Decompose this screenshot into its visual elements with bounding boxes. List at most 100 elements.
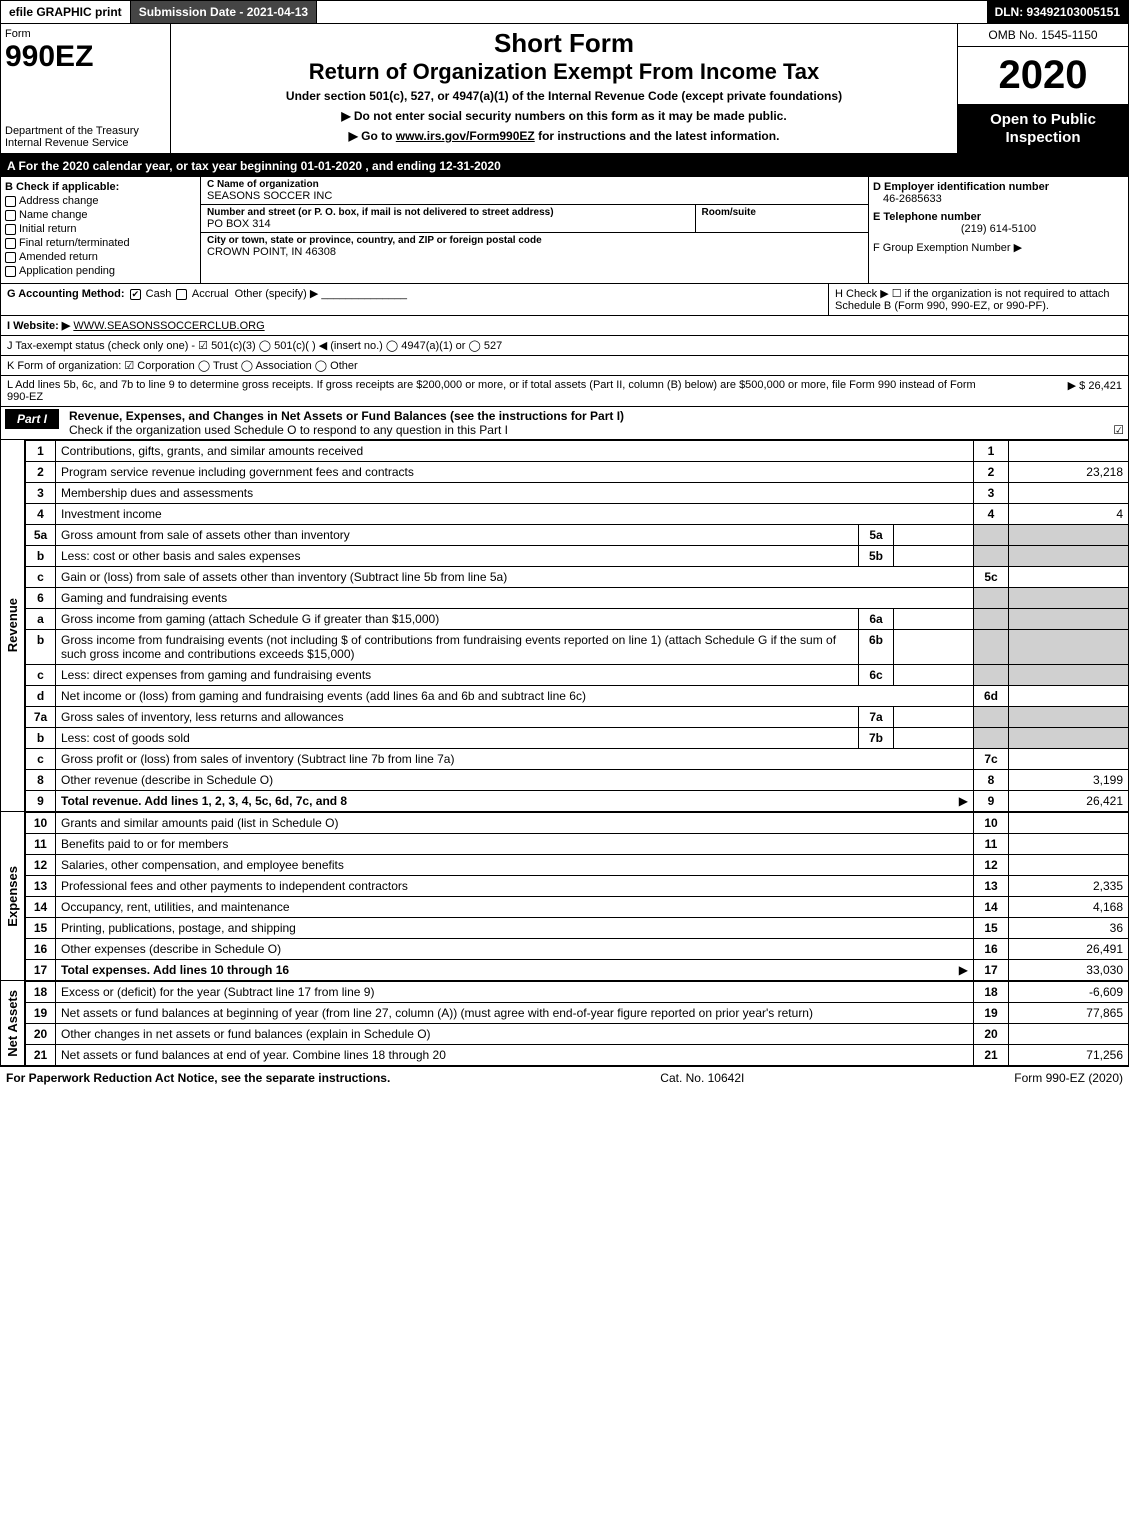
arrow-icon: ▶ [959,963,968,977]
open-inspection: Open to Public Inspection [958,105,1128,153]
opt-name: Name change [5,209,196,221]
row-g: G Accounting Method: Cash Accrual Other … [1,284,828,303]
line-text: Less: cost of goods sold [56,728,859,749]
line-text: Grants and similar amounts paid (list in… [56,813,974,834]
opt-amended: Amended return [5,251,196,263]
line-num: 18 [26,982,56,1003]
row-ref: 9 [974,791,1009,812]
side-text: Revenue [5,598,20,652]
line-num: 1 [26,441,56,462]
opt-label: Initial return [19,223,76,235]
line-num: 21 [26,1045,56,1066]
row-ref: 21 [974,1045,1009,1066]
checkbox-icon[interactable] [5,266,16,277]
line-num: c [26,665,56,686]
row-ref: 11 [974,834,1009,855]
mid-amount [894,546,974,567]
org-name: SEASONS SOCCER INC [207,190,862,202]
line-text: Less: cost or other basis and sales expe… [56,546,859,567]
revenue-side-label: Revenue [1,440,25,812]
checkbox-icon[interactable] [5,196,16,207]
row-ref: 13 [974,876,1009,897]
main-title: Return of Organization Exempt From Incom… [179,59,949,85]
omb-number: OMB No. 1545-1150 [958,24,1128,47]
line-num: 11 [26,834,56,855]
mid-ref: 7b [859,728,894,749]
section-b: B Check if applicable: Address change Na… [1,177,201,283]
short-form-title: Short Form [179,28,949,59]
line-num: 16 [26,939,56,960]
city-label: City or town, state or province, country… [207,235,862,246]
shade [1009,588,1129,609]
opt-initial: Initial return [5,223,196,235]
warn2-pre: ▶ Go to [349,129,396,143]
opt-label: Name change [19,209,88,221]
row-h: H Check ▶ ☐ if the organization is not r… [828,284,1128,315]
tax-year: 2020 [958,47,1128,105]
other-label: Other (specify) ▶ [235,288,319,300]
shade [1009,728,1129,749]
line-text: Gross income from gaming (attach Schedul… [56,609,859,630]
line-text: Contributions, gifts, grants, and simila… [56,441,974,462]
revenue-table: 1Contributions, gifts, grants, and simil… [25,440,1129,812]
row-j: J Tax-exempt status (check only one) - ☑… [0,336,1129,356]
amount [1009,834,1129,855]
header-center: Short Form Return of Organization Exempt… [171,24,958,153]
header-left: Form 990EZ Department of the Treasury In… [1,24,171,153]
line-text: Professional fees and other payments to … [56,876,974,897]
amount: 33,030 [1009,960,1129,981]
checkbox-icon[interactable] [5,238,16,249]
mid-amount [894,630,974,665]
line-num: 3 [26,483,56,504]
line-num: 9 [26,791,56,812]
street-label: Number and street (or P. O. box, if mail… [207,207,689,218]
line-text: Excess or (deficit) for the year (Subtra… [56,982,974,1003]
form-label: Form [5,28,166,40]
part1-label: Part I [5,409,59,429]
checkbox-accrual-icon[interactable] [176,289,187,300]
amount: 4 [1009,504,1129,525]
checkbox-icon[interactable] [5,224,16,235]
submission-date: Submission Date - 2021-04-13 [131,1,317,23]
d-label: D Employer identification number [873,181,1124,193]
e-label: E Telephone number [873,211,1124,223]
checkbox-icon[interactable] [5,252,16,263]
arrow-icon: ▶ [959,794,968,808]
city-value: CROWN POINT, IN 46308 [207,246,862,258]
amount: 23,218 [1009,462,1129,483]
f-label: F Group Exemption Number ▶ [873,241,1124,254]
amount [1009,686,1129,707]
opt-label: Final return/terminated [19,237,130,249]
line-text: Benefits paid to or for members [56,834,974,855]
amount [1009,813,1129,834]
line-text: Investment income [56,504,974,525]
shade [974,609,1009,630]
line-num: c [26,749,56,770]
line-num: 19 [26,1003,56,1024]
line-text: Total revenue. Add lines 1, 2, 3, 4, 5c,… [56,791,974,812]
department-label: Department of the Treasury Internal Reve… [5,125,166,149]
line-num: b [26,546,56,567]
shade [1009,609,1129,630]
amount: 3,199 [1009,770,1129,791]
shade [1009,665,1129,686]
amount [1009,749,1129,770]
revenue-section: Revenue 1Contributions, gifts, grants, a… [0,440,1129,812]
checkbox-cash-icon[interactable] [130,289,141,300]
line-text: Other revenue (describe in Schedule O) [56,770,974,791]
mid-ref: 6c [859,665,894,686]
row-ref: 16 [974,939,1009,960]
line-num: 8 [26,770,56,791]
part1-header: Part I Revenue, Expenses, and Changes in… [0,407,1129,440]
amount [1009,567,1129,588]
mid-amount [894,525,974,546]
line-text: Net assets or fund balances at end of ye… [56,1045,974,1066]
line-text: Less: direct expenses from gaming and fu… [56,665,859,686]
row-ref: 20 [974,1024,1009,1045]
irs-link[interactable]: www.irs.gov/Form990EZ [396,129,535,143]
amount: 2,335 [1009,876,1129,897]
line-text: Gaming and fundraising events [56,588,974,609]
amount: -6,609 [1009,982,1129,1003]
shade [974,588,1009,609]
checkbox-icon[interactable] [5,210,16,221]
